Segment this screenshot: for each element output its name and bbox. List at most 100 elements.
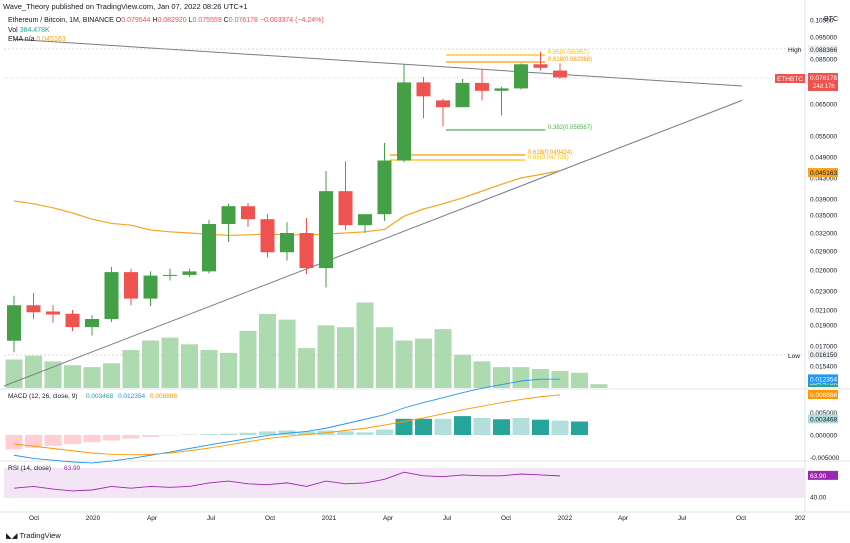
volume-bar	[122, 350, 140, 388]
macd-tick-label: 0.005000	[810, 410, 837, 417]
candle-body	[553, 70, 567, 78]
volume-bar	[337, 327, 354, 388]
macd-histogram-bar	[259, 431, 276, 435]
candle-body	[143, 275, 158, 299]
candle-body	[260, 219, 275, 253]
time-tick-label: Apr	[618, 515, 629, 522]
volume-bar	[239, 331, 257, 388]
macd-value: 0.008886	[150, 393, 177, 400]
published-line: Wave_Theory published on TradingView.com…	[3, 2, 248, 11]
time-tick-label: 202	[795, 515, 806, 522]
candle-body	[7, 305, 21, 341]
tradingview-brand[interactable]: ◣◢ TradingView	[6, 531, 61, 540]
volume-bar	[259, 313, 276, 388]
macd-histogram-bar	[142, 435, 159, 437]
fib-level-label: 0.618(0.049424)	[528, 150, 572, 156]
price-tick-label: 0.026000	[810, 268, 837, 275]
macd-histogram-bar	[161, 435, 179, 436]
macd-histogram-bar	[220, 433, 237, 435]
time-tick-label: Oct	[736, 515, 746, 522]
volume-bar	[590, 384, 608, 388]
macd-histogram-bar	[356, 432, 374, 435]
macd-histogram-bar	[239, 432, 257, 435]
time-tick-label: Oct	[29, 515, 39, 522]
volume-bar	[512, 367, 530, 388]
price-tick-label: 0.021000	[810, 308, 837, 315]
price-tick-label: 0.023000	[810, 289, 837, 296]
rsi-axis-value: 63.90	[810, 473, 827, 480]
currency-label: BTC	[824, 16, 838, 23]
high-value-bg	[808, 45, 838, 54]
macd-value: 0.003468	[86, 393, 113, 400]
volume-bar	[493, 367, 510, 388]
price-tick-label: 0.019000	[810, 323, 837, 330]
symbol-name[interactable]: Ethereum / Bitcoin, 1M, BINANCE	[8, 17, 114, 24]
macd-line	[13, 378, 560, 464]
volume-bar	[454, 354, 471, 388]
volume-bar	[571, 372, 588, 388]
volume-bar	[220, 352, 237, 388]
volume-bar	[103, 363, 120, 388]
candle-body	[475, 82, 489, 91]
candle-body	[104, 272, 119, 319]
volume-bar	[181, 344, 198, 388]
price-tick-label: 0.035000	[810, 213, 837, 220]
candle-body	[221, 206, 236, 224]
candle-body	[416, 82, 431, 97]
candle-body	[455, 82, 470, 108]
time-tick-label: Apr	[383, 515, 394, 522]
volume-bar	[395, 340, 413, 388]
volume-legend[interactable]: Vol 384.478K	[8, 27, 50, 34]
volume-bar	[83, 367, 101, 388]
fib-level-label: 0.618(0.082368)	[548, 57, 592, 63]
rsi-title: RSI (14, close)	[8, 465, 51, 472]
macd-histogram-bar	[64, 435, 81, 444]
time-tick-label: 2020	[86, 515, 101, 522]
candle-body	[533, 64, 548, 68]
ema-legend[interactable]: EMA n/a 0.045163	[8, 36, 66, 43]
time-tick-label: 2022	[558, 515, 573, 522]
signal-line	[13, 394, 561, 456]
time-tick-label: Jul	[443, 515, 452, 522]
rsi-axis-value-bg	[808, 470, 838, 480]
symbol-tag: ETHBTC	[777, 76, 803, 83]
macd-histogram-bar	[473, 417, 491, 435]
rsi-value: 63.90	[64, 465, 81, 472]
price-tick-label: 0.032000	[810, 231, 837, 238]
ema-value-bg	[808, 168, 838, 177]
volume-bar	[25, 355, 42, 388]
hist-axis-value-bg	[808, 414, 838, 424]
macd-histogram-bar	[25, 435, 42, 448]
candle-body	[514, 64, 528, 89]
macd-histogram-bar	[415, 418, 432, 435]
candle-body	[241, 206, 255, 220]
macd-histogram-bar	[103, 435, 120, 441]
price-tick-label: 0.043000	[810, 176, 837, 183]
volume-bar	[532, 369, 549, 388]
price-change: −0.003374 (−4.24%)	[259, 17, 324, 24]
candle-body	[26, 305, 41, 313]
price-tick-label: 0.017000	[810, 344, 837, 351]
volume-bar	[44, 361, 62, 388]
macd-value: 0.012354	[118, 393, 145, 400]
time-tick-label: Jul	[207, 515, 216, 522]
candle-body	[338, 191, 353, 226]
ema-value: 0.045163	[810, 170, 837, 177]
volume-bar	[278, 319, 296, 388]
price-tick-label: 0.055000	[810, 134, 837, 141]
volume-bar	[161, 337, 179, 388]
volume-bar	[142, 340, 159, 388]
candle-body	[182, 271, 197, 275]
volume-bar	[473, 361, 491, 388]
macd-histogram-bar	[44, 435, 62, 446]
candle-body	[436, 100, 450, 108]
volume-bar	[356, 302, 374, 388]
last-price-value: 0.076178	[810, 75, 837, 82]
price-tick-label: 0.015400	[810, 364, 837, 371]
volume-bar	[434, 329, 452, 388]
price-tick-label: 0.095000	[810, 35, 837, 42]
price-tick-label: 0.085000	[810, 57, 837, 64]
time-tick-label: Apr	[147, 515, 158, 522]
rsi-band	[4, 468, 805, 498]
